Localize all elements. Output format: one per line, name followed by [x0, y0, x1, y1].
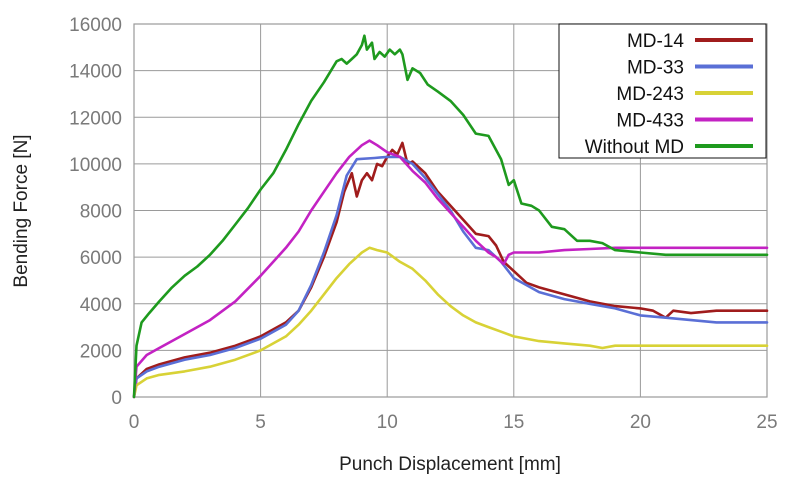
x-tick-label: 10 [377, 412, 398, 433]
y-tick-label: 12000 [69, 108, 122, 129]
y-tick-label: 0 [111, 388, 122, 409]
legend-label: MD-33 [627, 58, 684, 79]
x-tick-label: 25 [756, 412, 777, 433]
legend-label: MD-14 [627, 31, 684, 52]
series-line-without-md [132, 34, 769, 399]
x-tick-label: 20 [630, 412, 651, 433]
y-tick-label: 8000 [80, 202, 122, 223]
y-tick-label: 16000 [69, 15, 122, 36]
y-tick-label: 6000 [80, 248, 122, 269]
y-tick-label: 10000 [69, 155, 122, 176]
legend: MD-14 MD-33 MD-243 MD-433 Without MD [558, 23, 767, 159]
x-axis-label: Punch Displacement [mm] [339, 454, 561, 475]
x-tick-label: 0 [129, 412, 140, 433]
x-tick-label: 5 [255, 412, 266, 433]
series-line-md-243 [132, 246, 769, 399]
legend-label: MD-433 [616, 111, 684, 132]
series-line-md-433 [132, 139, 769, 399]
plot-frame [133, 23, 768, 398]
legend-label: Without MD [585, 137, 684, 158]
y-tick-label: 2000 [80, 341, 122, 362]
plot-area [132, 34, 769, 399]
series-line-md-14 [132, 141, 769, 399]
x-tick-label: 15 [503, 412, 524, 433]
tick-labels: 0 5 10 15 20 25 0 2000 4000 6000 8000 10000 12000 140… [69, 15, 777, 433]
y-tick-label: 4000 [80, 295, 122, 316]
y-axis-label: Bending Force [N] [11, 134, 32, 287]
series-line-md-33 [132, 155, 769, 399]
legend-label: MD-243 [616, 84, 684, 105]
y-tick-label: 14000 [69, 62, 122, 83]
